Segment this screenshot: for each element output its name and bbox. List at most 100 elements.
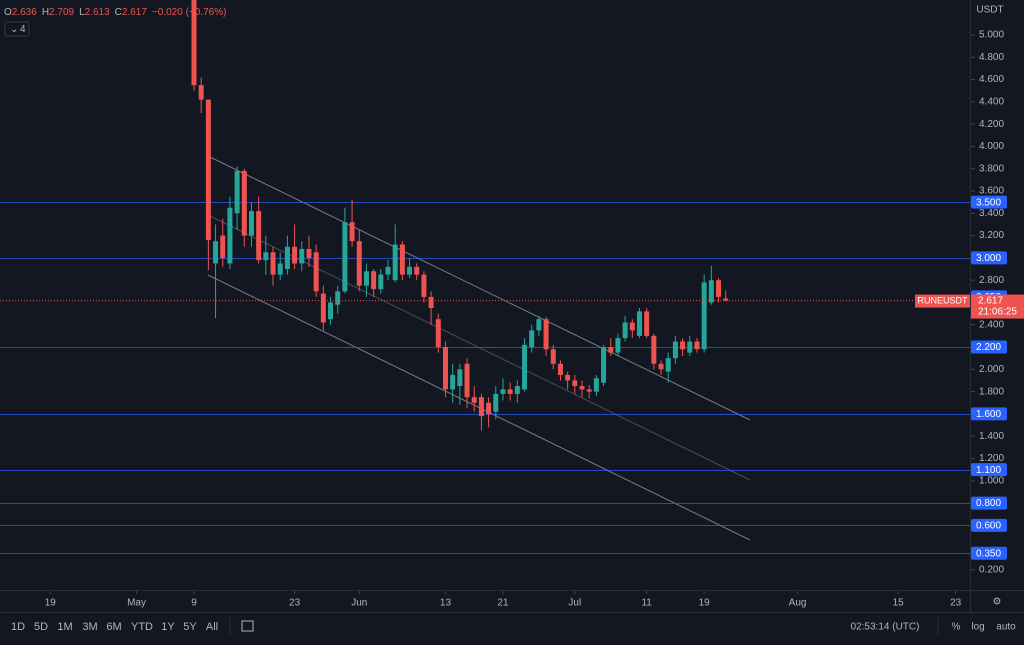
- currency[interactable]: USDT: [976, 5, 1003, 16]
- candle-body: [457, 369, 463, 387]
- candle-body: [363, 271, 369, 286]
- x-tick-label: 23: [950, 598, 962, 609]
- ohlc-key: H: [42, 7, 49, 18]
- candle-body: [399, 244, 405, 275]
- candle-body: [716, 280, 722, 297]
- candle-body: [701, 282, 707, 350]
- last-price-label: 2.617: [978, 296, 1003, 307]
- level-box: [971, 195, 1007, 209]
- y-tick-label: 2.800: [979, 275, 1004, 286]
- candle-body: [421, 274, 427, 297]
- candle-body: [328, 302, 334, 320]
- log-toggle[interactable]: log: [971, 622, 984, 633]
- y-tick-label: 3.800: [979, 163, 1004, 174]
- range-button[interactable]: 5D: [34, 621, 48, 633]
- y-tick-label: 1.400: [979, 431, 1004, 442]
- candle-body: [464, 363, 470, 398]
- candle-body: [306, 248, 312, 258]
- candle-body: [708, 280, 714, 303]
- y-tick-label: 4.400: [979, 97, 1004, 108]
- plot-area: [0, 0, 970, 554]
- level-box: [971, 407, 1007, 421]
- level-label: 1.600: [976, 409, 1001, 420]
- candle-body: [672, 341, 678, 359]
- level-box: [971, 251, 1007, 265]
- candle-body: [299, 248, 305, 264]
- candle-body: [471, 397, 477, 403]
- candle-body: [263, 252, 269, 261]
- y-tick-label: 4.000: [979, 141, 1004, 152]
- candle-body: [356, 241, 362, 286]
- auto-toggle[interactable]: auto: [996, 622, 1016, 633]
- candle-body: [191, 0, 197, 86]
- candle-body: [500, 389, 506, 394]
- candle-body: [622, 322, 628, 339]
- y-tick-label: 3.200: [979, 230, 1004, 241]
- y-tick-label: 1.800: [979, 386, 1004, 397]
- range-button[interactable]: 1Y: [161, 621, 175, 633]
- candle-body: [651, 335, 657, 364]
- range-button[interactable]: 5Y: [183, 621, 197, 633]
- candle-body: [198, 85, 204, 100]
- x-tick-label: May: [127, 598, 146, 609]
- settings-icon[interactable]: ⚙: [993, 597, 1002, 608]
- x-tick-label: 9: [191, 598, 197, 609]
- indicator-arrow: ⌄: [10, 24, 18, 35]
- level-label: 0.800: [976, 498, 1001, 509]
- countdown: 21:06:25: [978, 307, 1017, 318]
- candle-body: [694, 341, 700, 350]
- ohlc-value: 2.617: [122, 7, 147, 18]
- candle-body: [586, 389, 592, 392]
- candle-body: [435, 319, 441, 348]
- candle-body: [493, 393, 499, 412]
- x-tick-label: 23: [289, 598, 301, 609]
- candle-body: [658, 363, 664, 370]
- ohlc-value: 2.636: [12, 7, 37, 18]
- candle-body: [205, 99, 211, 241]
- range-button[interactable]: YTD: [131, 621, 153, 633]
- level-box: [971, 518, 1007, 532]
- candle-body: [450, 374, 456, 390]
- level-box: [971, 340, 1007, 354]
- x-tick-label: 13: [440, 598, 452, 609]
- y-tick-label: 4.200: [979, 119, 1004, 130]
- candle-body: [723, 298, 729, 301]
- symbol-box: [915, 294, 970, 308]
- ohlc-value: 2.709: [49, 7, 74, 18]
- ohlc-legend: O2.636 H2.709 L2.613 C2.617 −0.020 (−0.76%): [4, 7, 226, 18]
- y-tick-label: 1.000: [979, 475, 1004, 486]
- candle-body: [593, 378, 599, 392]
- candle-body: [378, 274, 384, 290]
- range-button[interactable]: 6M: [106, 621, 121, 633]
- candle-body: [687, 341, 693, 353]
- range-button[interactable]: 1D: [11, 621, 25, 633]
- level-label: 3.000: [976, 253, 1001, 264]
- x-tick-label: Jun: [351, 598, 367, 609]
- y-tick-label: 5.000: [979, 30, 1004, 41]
- y-tick-label: 3.400: [979, 208, 1004, 219]
- candle-body: [342, 222, 348, 292]
- candle-body: [277, 263, 283, 275]
- range-button[interactable]: All: [206, 621, 218, 633]
- indicator-badge[interactable]: [4, 21, 30, 37]
- symbol-label: RUNEUSDT: [917, 295, 968, 305]
- y-tick-label: 2.000: [979, 364, 1004, 375]
- x-tick-label: Aug: [789, 598, 807, 609]
- ohlc-key: O: [4, 7, 12, 18]
- candle-body: [320, 293, 326, 323]
- candle-body: [428, 296, 434, 309]
- percent-toggle[interactable]: %: [952, 622, 961, 633]
- range-button[interactable]: 3M: [82, 621, 97, 633]
- last-price-box: [971, 294, 1024, 319]
- candle-body: [442, 347, 448, 390]
- date-range-icon[interactable]: [241, 620, 254, 632]
- candle-body: [335, 291, 341, 305]
- candle-body: [608, 347, 614, 353]
- candle-body: [213, 241, 219, 264]
- candle-body: [601, 347, 607, 383]
- candle-body: [572, 380, 578, 387]
- candle-body: [313, 252, 319, 292]
- candle-body: [227, 207, 233, 264]
- range-button[interactable]: 1M: [57, 621, 72, 633]
